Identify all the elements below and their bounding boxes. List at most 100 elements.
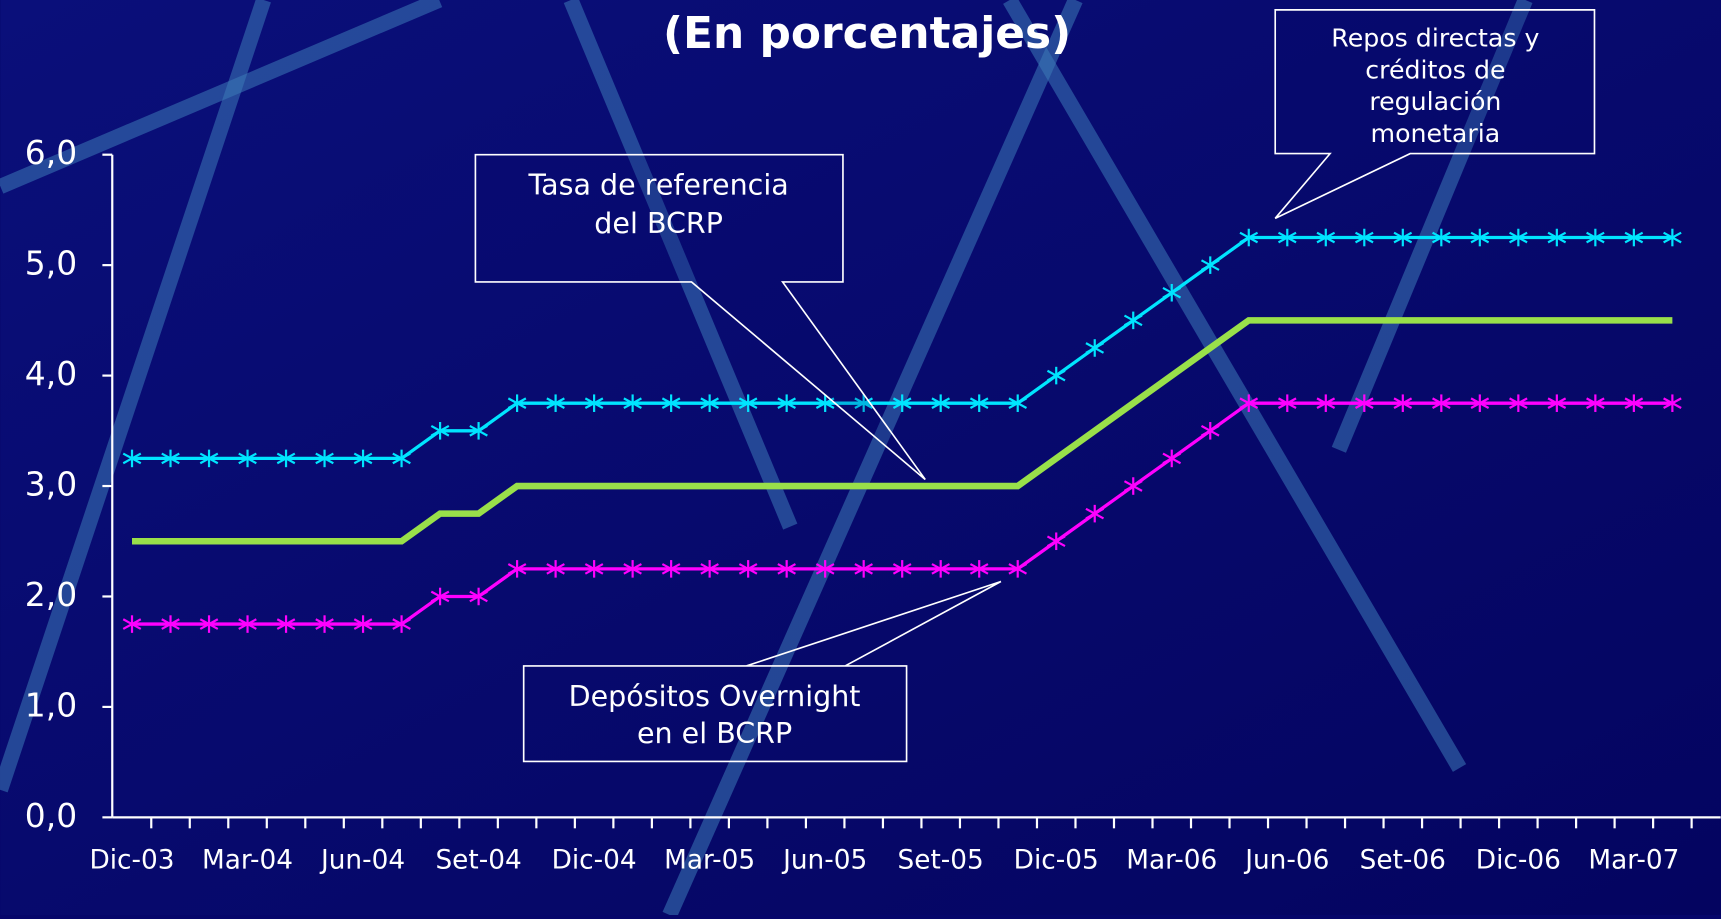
- marker: [777, 560, 796, 578]
- marker: [1393, 228, 1413, 247]
- marker-stroke: [199, 618, 219, 630]
- marker: [392, 615, 411, 633]
- marker-stroke: [854, 397, 873, 409]
- marker: [931, 394, 951, 412]
- marker-stroke: [623, 563, 642, 575]
- marker-stroke: [392, 452, 411, 465]
- marker-stroke: [1624, 231, 1644, 244]
- marker-stroke: [700, 563, 719, 575]
- marker-stroke: [738, 397, 758, 409]
- marker-stroke: [892, 563, 912, 575]
- y-tick-label: 5,0: [25, 244, 77, 283]
- marker: [1470, 394, 1490, 412]
- marker: [1624, 394, 1644, 412]
- marker-stroke: [1354, 397, 1374, 409]
- marker: [1509, 394, 1528, 412]
- marker-stroke: [1316, 231, 1336, 244]
- marker-stroke: [854, 563, 873, 575]
- marker: [1046, 366, 1066, 385]
- marker: [969, 560, 989, 578]
- marker: [353, 615, 373, 633]
- marker: [546, 560, 565, 578]
- x-tick-label: Dic-04: [552, 846, 637, 876]
- marker: [892, 560, 912, 578]
- marker: [1316, 394, 1336, 412]
- x-tick-label: Dic-06: [1476, 846, 1561, 876]
- x-tick-label: Mar-07: [1588, 846, 1679, 876]
- marker-stroke: [738, 563, 758, 575]
- annotation: en el BCRP: [637, 717, 792, 750]
- marker-stroke: [969, 397, 989, 409]
- marker: [815, 560, 835, 578]
- marker-stroke: [276, 618, 296, 630]
- marker-stroke: [122, 618, 142, 630]
- marker: [1316, 228, 1336, 247]
- marker: [469, 587, 488, 606]
- marker: [1432, 394, 1451, 412]
- marker: [238, 615, 257, 633]
- marker-stroke: [1277, 231, 1297, 244]
- marker: [661, 394, 681, 412]
- y-tick-label: 2,0: [25, 575, 77, 614]
- marker-stroke: [199, 452, 219, 465]
- marker-stroke: [430, 590, 450, 603]
- x-tick-label: Mar-04: [202, 846, 293, 876]
- marker-stroke: [1123, 314, 1143, 327]
- marker: [1547, 394, 1567, 412]
- marker: [122, 449, 142, 468]
- marker: [661, 560, 681, 578]
- marker: [199, 449, 219, 468]
- marker: [1123, 311, 1143, 330]
- marker-stroke: [1354, 231, 1374, 244]
- marker-stroke: [1663, 397, 1682, 409]
- marker-stroke: [969, 563, 989, 575]
- marker-stroke: [430, 425, 450, 437]
- marker: [1432, 228, 1451, 247]
- y-tick-label: 6,0: [25, 133, 77, 172]
- annotation: Repos directas y: [1331, 23, 1539, 52]
- x-tick-label: Jun-04: [319, 846, 405, 876]
- marker-stroke: [1547, 231, 1567, 244]
- annotation: créditos de: [1365, 55, 1505, 84]
- marker-stroke: [1200, 259, 1220, 271]
- x-tick-label: Mar-05: [664, 846, 755, 876]
- marker: [507, 560, 527, 578]
- marker-stroke: [1046, 369, 1066, 382]
- marker-stroke: [161, 618, 180, 630]
- y-tick-label: 1,0: [25, 685, 77, 724]
- marker: [430, 422, 450, 440]
- marker: [738, 394, 758, 412]
- marker: [315, 615, 334, 633]
- y-tick-label: 0,0: [25, 796, 77, 835]
- marker-stroke: [1008, 397, 1028, 409]
- annotation: monetaria: [1371, 119, 1501, 148]
- marker: [854, 560, 873, 578]
- marker: [1046, 532, 1066, 551]
- marker-stroke: [315, 452, 334, 465]
- marker-stroke: [1393, 231, 1413, 244]
- marker-stroke: [1200, 425, 1220, 437]
- marker: [623, 394, 642, 412]
- marker: [469, 422, 488, 440]
- marker-stroke: [777, 563, 796, 575]
- marker-stroke: [276, 452, 296, 465]
- marker-stroke: [584, 397, 604, 409]
- marker: [623, 560, 642, 578]
- marker-stroke: [507, 563, 527, 575]
- marker: [969, 394, 989, 412]
- marker-stroke: [1162, 452, 1182, 465]
- marker-stroke: [815, 563, 835, 575]
- y-tick-label: 4,0: [25, 354, 77, 393]
- marker-stroke: [238, 618, 257, 630]
- marker: [931, 560, 951, 578]
- marker-stroke: [238, 452, 257, 465]
- marker: [892, 394, 912, 412]
- marker: [1663, 394, 1682, 412]
- marker-stroke: [623, 397, 642, 409]
- chart-title: (En porcentajes): [663, 8, 1071, 59]
- marker-stroke: [1432, 231, 1451, 244]
- marker: [1085, 339, 1105, 357]
- y-tick-label: 3,0: [25, 465, 77, 504]
- marker-stroke: [1162, 286, 1182, 299]
- annotation: Depósitos Overnight: [569, 680, 861, 713]
